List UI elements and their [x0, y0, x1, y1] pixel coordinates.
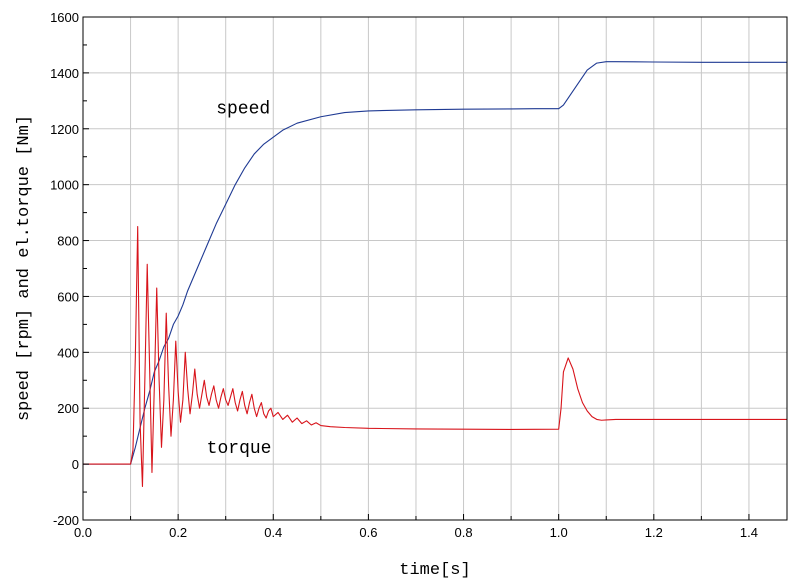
x-tick-label: 0.6: [359, 525, 377, 540]
tick-group: 0.0 0.2 0.4 0.6 0.8 1.0 1.2 1.4 -200 0 200 400 600 80…: [50, 10, 758, 540]
annotation-speed: speed: [216, 99, 270, 119]
y-tick-label: 1000: [50, 178, 79, 193]
annotation-group: speed torque: [207, 99, 272, 459]
x-tick-label: 0.8: [455, 525, 473, 540]
y-tick-label: 200: [57, 401, 79, 416]
y-tick-label: 800: [57, 234, 79, 249]
y-tick-label: 0: [72, 457, 79, 472]
y-tick-label: 400: [57, 345, 79, 360]
x-axis-title: time[s]: [399, 561, 470, 580]
grid-lines: [83, 17, 787, 520]
plot-frame: [82, 16, 788, 521]
y-tick-label: 600: [57, 289, 79, 304]
y-tick-label: 1200: [50, 122, 79, 137]
y-axis-title: speed [rpm] and el.torque [Nm]: [15, 115, 34, 421]
series-group: [83, 61, 787, 488]
x-tick-label: 0.4: [264, 525, 282, 540]
x-tick-label: 0.0: [74, 525, 92, 540]
y-tick-label: 1600: [50, 10, 79, 25]
y-tick-label: -200: [53, 513, 79, 528]
annotation-torque: torque: [207, 439, 272, 459]
series-line-1: [83, 61, 787, 465]
series-line-2: [83, 226, 787, 488]
x-tick-label: 1.0: [550, 525, 568, 540]
x-tick-label: 1.4: [740, 525, 758, 540]
y-tick-label: 1400: [50, 66, 79, 81]
x-tick-label: 0.2: [169, 525, 187, 540]
x-tick-label: 1.2: [645, 525, 663, 540]
